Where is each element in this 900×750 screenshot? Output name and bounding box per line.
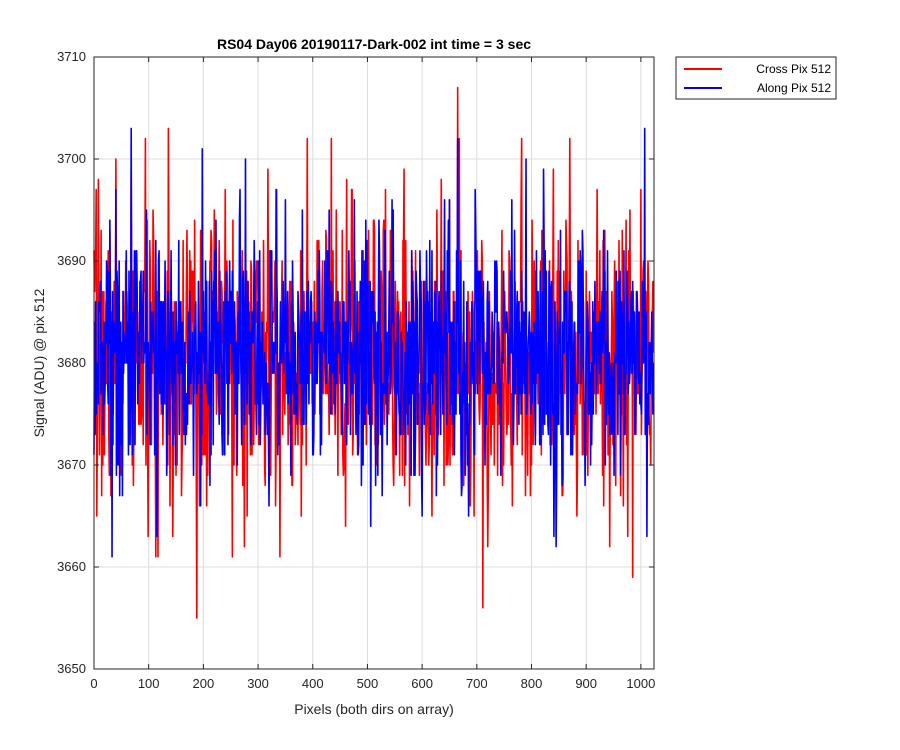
x-tick-label: 500 bbox=[357, 676, 379, 691]
axis-ticks: 0 100 200 300 400 500 600 700 800 900 1000 3650 3660… bbox=[57, 49, 655, 691]
x-tick-label: 0 bbox=[90, 676, 97, 691]
y-tick-label: 3660 bbox=[57, 559, 86, 574]
legend-label-cross: Cross Pix 512 bbox=[756, 62, 831, 76]
legend-box bbox=[675, 56, 837, 100]
y-tick-label: 3670 bbox=[57, 457, 86, 472]
y-tick-label: 3690 bbox=[57, 253, 86, 268]
x-tick-label: 900 bbox=[575, 676, 597, 691]
chart-title: RS04 Day06 20190117-Dark-002 int time = … bbox=[217, 36, 531, 52]
x-tick-label: 300 bbox=[247, 676, 269, 691]
y-tick-label: 3650 bbox=[57, 661, 86, 676]
y-tick-label: 3700 bbox=[57, 151, 86, 166]
x-tick-label: 100 bbox=[138, 676, 160, 691]
x-tick-label: 600 bbox=[411, 676, 433, 691]
legend: Cross Pix 512 Along Pix 512 bbox=[675, 56, 837, 100]
y-tick-label: 3710 bbox=[57, 49, 86, 64]
legend-label-along: Along Pix 512 bbox=[757, 81, 831, 95]
series-line-along-pix-512 bbox=[93, 127, 655, 558]
x-axis-label: Pixels (both dirs on array) bbox=[294, 701, 454, 717]
x-tick-label: 400 bbox=[302, 676, 324, 691]
series-lines bbox=[93, 86, 655, 619]
y-axis-label: Signal (ADU) @ pix 512 bbox=[31, 288, 47, 437]
x-tick-label: 800 bbox=[521, 676, 543, 691]
y-tick-label: 3680 bbox=[57, 355, 86, 370]
x-tick-label: 200 bbox=[193, 676, 215, 691]
x-tick-label: 700 bbox=[466, 676, 488, 691]
x-tick-label: 1000 bbox=[626, 676, 655, 691]
